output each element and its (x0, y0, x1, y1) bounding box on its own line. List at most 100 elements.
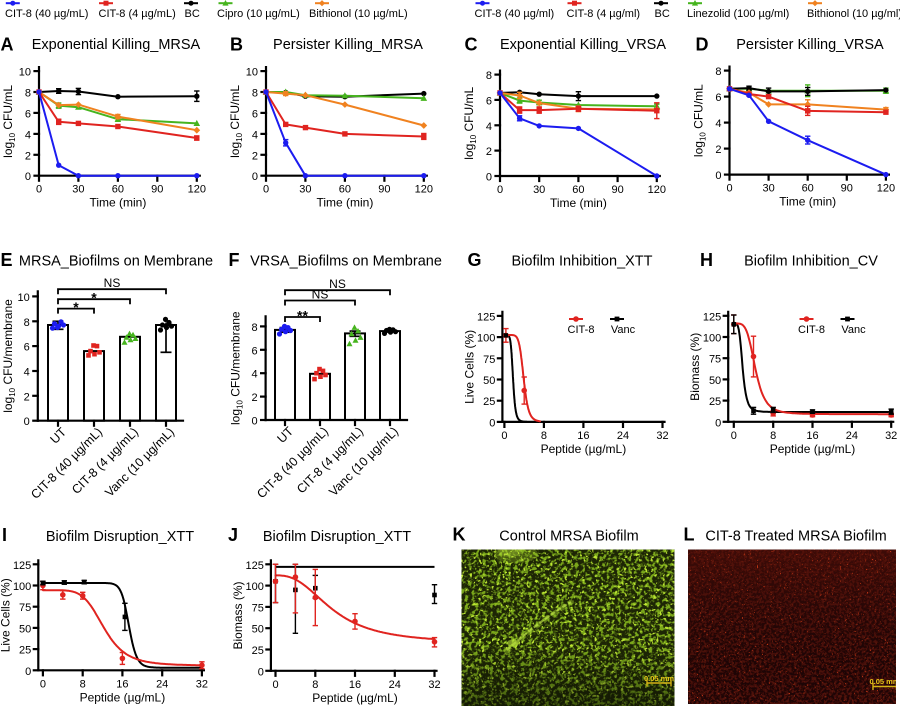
svg-text:30: 30 (533, 184, 545, 196)
svg-text:8: 8 (80, 678, 86, 690)
svg-text:8: 8 (312, 679, 318, 691)
svg-text:0: 0 (731, 430, 737, 442)
svg-text:0: 0 (501, 430, 507, 442)
svg-text:Exponential Killing_MRSA: Exponential Killing_MRSA (32, 37, 201, 53)
svg-text:Peptide (µg/mL): Peptide (µg/mL) (80, 690, 166, 704)
svg-text:90: 90 (611, 184, 623, 196)
svg-text:0: 0 (25, 666, 31, 678)
svg-text:4: 4 (486, 121, 492, 133)
svg-text:C: C (465, 34, 478, 54)
svg-text:0: 0 (251, 416, 257, 428)
svg-text:120: 120 (415, 184, 433, 196)
svg-text:10: 10 (246, 67, 258, 79)
svg-text:0: 0 (24, 416, 30, 428)
svg-text:32: 32 (885, 430, 897, 442)
svg-text:log10 CFU/mL: log10 CFU/mL (692, 84, 708, 157)
svg-text:0: 0 (497, 184, 503, 196)
svg-text:0: 0 (489, 417, 495, 429)
svg-text:CIT-8: CIT-8 (798, 324, 825, 336)
svg-text:125: 125 (703, 311, 721, 323)
svg-text:75: 75 (483, 354, 495, 366)
svg-text:0: 0 (715, 170, 721, 182)
svg-text:4: 4 (715, 118, 721, 130)
svg-text:log10 CFU/mL: log10 CFU/mL (228, 85, 244, 158)
svg-text:10: 10 (18, 292, 30, 304)
svg-text:2: 2 (251, 392, 257, 404)
svg-text:60: 60 (572, 184, 584, 196)
svg-text:90: 90 (151, 184, 163, 196)
svg-text:A: A (1, 34, 14, 54)
svg-text:32: 32 (196, 678, 208, 690)
svg-text:BC: BC (655, 8, 670, 20)
svg-text:8: 8 (486, 70, 492, 82)
svg-text:D: D (696, 34, 709, 54)
svg-text:6: 6 (25, 108, 31, 120)
svg-text:CIT-8 (4 µg/ml): CIT-8 (4 µg/ml) (567, 8, 641, 20)
svg-text:H: H (700, 250, 713, 270)
svg-text:50: 50 (709, 375, 721, 387)
svg-text:120: 120 (648, 184, 666, 196)
svg-text:125: 125 (246, 560, 264, 572)
svg-text:6: 6 (251, 345, 257, 357)
svg-text:4: 4 (25, 129, 31, 141)
svg-text:L: L (684, 525, 695, 545)
svg-text:0: 0 (40, 678, 46, 690)
svg-text:0: 0 (715, 417, 721, 429)
svg-text:CIT-8 (4 µg/mL): CIT-8 (4 µg/mL) (99, 8, 176, 20)
svg-text:Bithionol (10 µg/ml): Bithionol (10 µg/ml) (807, 8, 900, 20)
svg-text:16: 16 (116, 678, 128, 690)
svg-text:Control MRSA Biofilm: Control MRSA Biofilm (499, 529, 638, 545)
svg-text:0: 0 (486, 172, 492, 184)
svg-text:75: 75 (709, 354, 721, 366)
svg-text:Bithionol (10 µg/mL): Bithionol (10 µg/mL) (309, 8, 408, 20)
svg-text:6: 6 (486, 95, 492, 107)
svg-text:60: 60 (112, 184, 124, 196)
svg-text:Persister Killing_VRSA: Persister Killing_VRSA (736, 37, 884, 53)
svg-text:log10 CFU/mL: log10 CFU/mL (1, 85, 17, 158)
svg-text:CIT-8 (40 µg/ml): CIT-8 (40 µg/ml) (475, 8, 555, 20)
svg-text:25: 25 (709, 396, 721, 408)
svg-text:8: 8 (251, 322, 257, 334)
svg-text:6: 6 (252, 108, 258, 120)
svg-text:Vanc: Vanc (611, 324, 636, 336)
svg-text:Linezolid (100 µg/ml): Linezolid (100 µg/ml) (687, 8, 789, 20)
svg-text:Peptide (µg/mL): Peptide (µg/mL) (312, 691, 398, 705)
svg-text:8: 8 (770, 430, 776, 442)
svg-text:Time (min): Time (min) (779, 195, 836, 209)
svg-text:24: 24 (156, 678, 168, 690)
svg-text:25: 25 (19, 645, 31, 657)
svg-text:100: 100 (477, 333, 495, 345)
svg-text:*: * (73, 299, 79, 315)
svg-text:4: 4 (24, 367, 30, 379)
svg-text:0: 0 (252, 171, 258, 183)
svg-text:Vanc: Vanc (841, 324, 866, 336)
svg-text:B: B (230, 34, 243, 54)
svg-text:8: 8 (252, 88, 258, 100)
svg-text:log10 CFU/mL: log10 CFU/mL (462, 87, 478, 160)
svg-text:6: 6 (715, 92, 721, 104)
svg-text:VRSA_Biofilms on Membrane: VRSA_Biofilms on Membrane (250, 254, 442, 270)
svg-text:24: 24 (389, 679, 401, 691)
svg-text:60: 60 (802, 183, 814, 195)
svg-text:4: 4 (251, 369, 257, 381)
svg-text:CIT-8 (40 µg/mL): CIT-8 (40 µg/mL) (5, 8, 88, 20)
svg-text:log10 CFU/membrane: log10 CFU/membrane (1, 299, 17, 413)
svg-text:2: 2 (715, 144, 721, 156)
svg-text:16: 16 (349, 679, 361, 691)
svg-text:Peptide (µg/mL): Peptide (µg/mL) (541, 442, 627, 456)
svg-text:K: K (453, 525, 466, 545)
svg-text:2: 2 (486, 146, 492, 158)
svg-text:Live Cells (%): Live Cells (%) (0, 578, 12, 652)
svg-text:0: 0 (263, 184, 269, 196)
svg-text:8: 8 (541, 430, 547, 442)
svg-text:0.05 mm: 0.05 mm (644, 674, 674, 683)
svg-text:30: 30 (72, 184, 84, 196)
svg-text:F: F (229, 250, 240, 270)
svg-text:16: 16 (806, 430, 818, 442)
svg-text:0.05 mm: 0.05 mm (869, 677, 899, 686)
svg-text:I: I (2, 525, 7, 545)
svg-text:0: 0 (25, 171, 31, 183)
svg-text:Biofilm Disruption_XTT: Biofilm Disruption_XTT (46, 529, 194, 545)
svg-text:32: 32 (428, 679, 440, 691)
svg-text:2: 2 (252, 150, 258, 162)
